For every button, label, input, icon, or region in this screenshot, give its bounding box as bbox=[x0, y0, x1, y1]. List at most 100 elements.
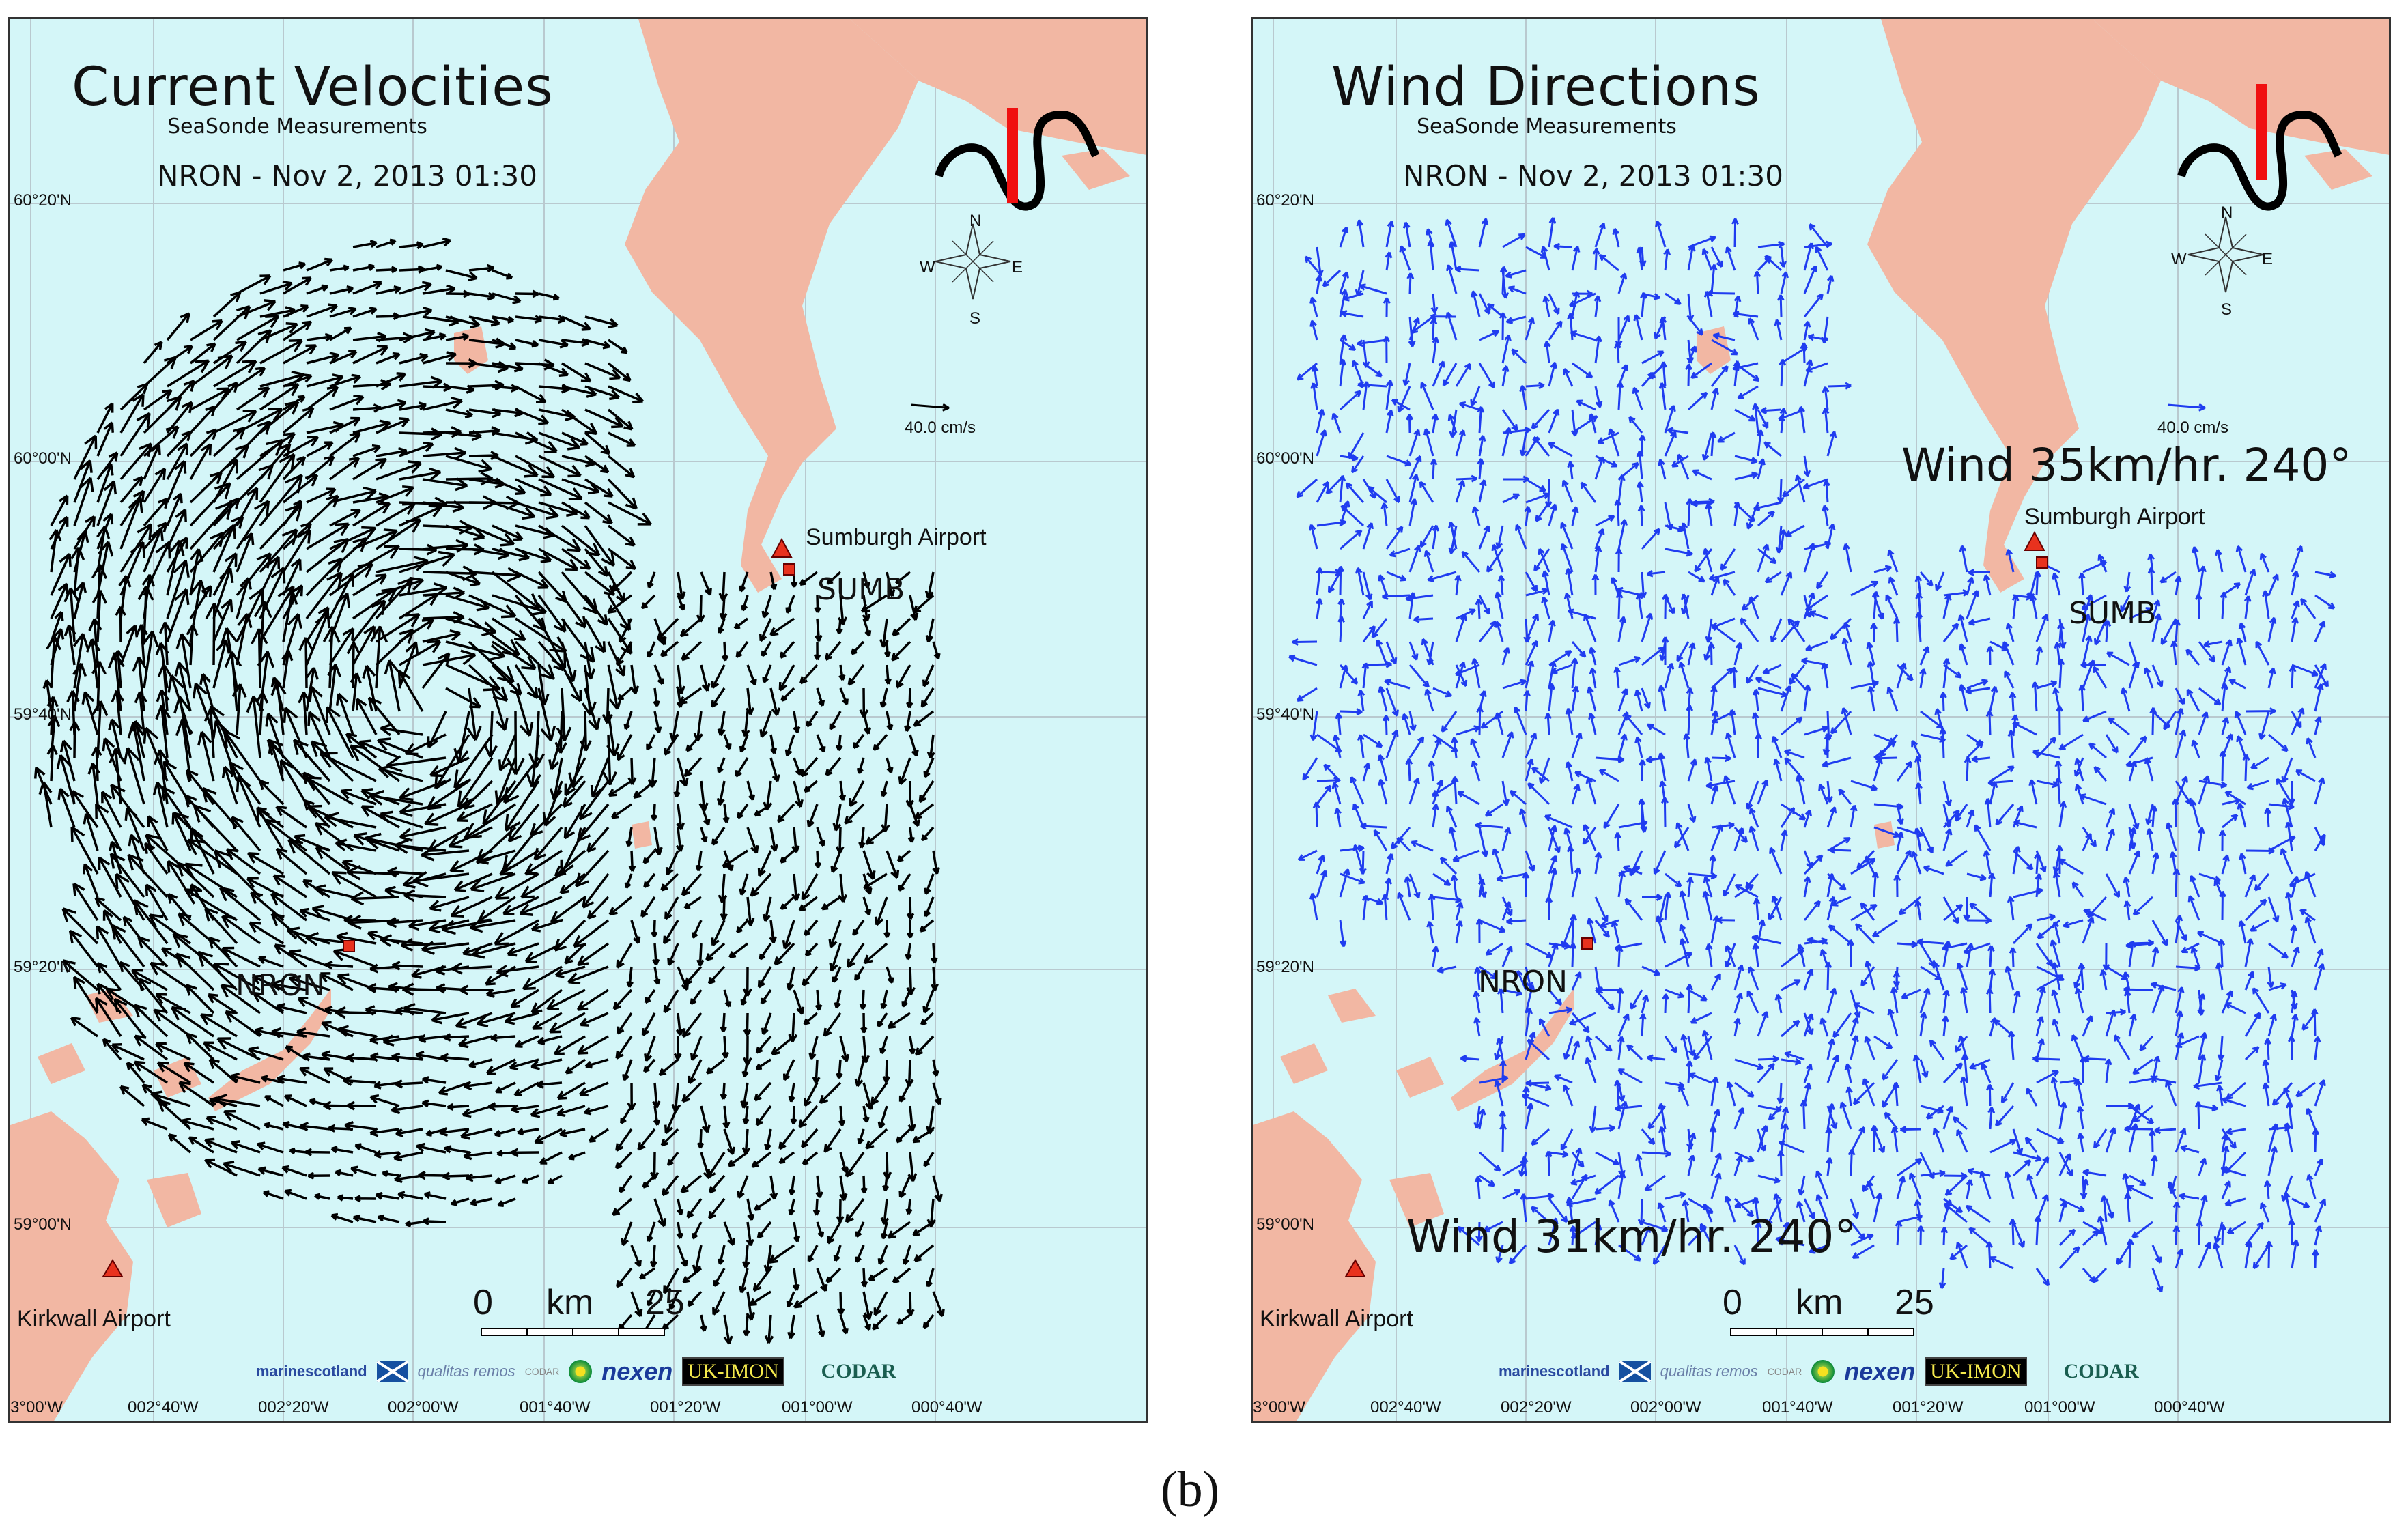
vector-arrow bbox=[705, 1058, 726, 1075]
vector-arrow bbox=[2236, 637, 2247, 666]
vector-arrow bbox=[259, 383, 300, 411]
vector-arrow bbox=[1733, 827, 1744, 851]
land-area bbox=[1874, 821, 1895, 849]
vector-arrow bbox=[1803, 900, 1821, 921]
vector-arrow bbox=[1822, 756, 1852, 768]
vector-arrow bbox=[681, 872, 703, 896]
vector-arrow bbox=[1803, 543, 1815, 573]
vector-arrow bbox=[584, 315, 619, 329]
vector-arrow bbox=[1471, 506, 1481, 526]
vector-arrow bbox=[1325, 478, 1342, 495]
vector-arrow bbox=[1594, 896, 1609, 923]
vector-arrow bbox=[1711, 339, 1738, 356]
vector-arrow bbox=[1826, 987, 1837, 1014]
vector-arrow bbox=[1339, 358, 1347, 387]
vector-arrow bbox=[1455, 479, 1466, 503]
vector-arrow bbox=[1717, 431, 1736, 443]
vector-arrow bbox=[879, 618, 889, 648]
vector-arrow bbox=[1966, 943, 1974, 967]
vector-arrow bbox=[324, 960, 354, 970]
vector-arrow bbox=[344, 1121, 377, 1131]
vector-arrow bbox=[1995, 804, 2015, 826]
vector-arrow bbox=[1853, 1002, 1875, 1014]
vector-arrow bbox=[61, 959, 99, 991]
vector-arrow bbox=[510, 989, 539, 1008]
vector-arrow bbox=[1571, 971, 1582, 991]
vector-arrow bbox=[1932, 1127, 1945, 1153]
vector-arrow bbox=[926, 734, 935, 759]
vector-arrow bbox=[469, 919, 516, 933]
vector-arrow bbox=[166, 442, 188, 480]
vector-arrow bbox=[786, 1291, 795, 1308]
vector-arrow bbox=[1687, 758, 1697, 782]
vector-arrow bbox=[1477, 879, 1486, 898]
vector-arrow bbox=[1406, 272, 1415, 294]
vector-arrow bbox=[378, 765, 423, 782]
vector-arrow bbox=[559, 872, 586, 894]
vector-arrow bbox=[96, 451, 119, 481]
vector-arrow bbox=[380, 723, 423, 737]
vector-arrow bbox=[1478, 218, 1489, 248]
vector-arrow bbox=[901, 989, 911, 1008]
vector-arrow bbox=[2235, 545, 2247, 573]
vector-arrow bbox=[161, 786, 192, 828]
vector-arrow bbox=[1665, 872, 1682, 887]
vector-arrow bbox=[1639, 759, 1647, 782]
vector-arrow bbox=[1339, 390, 1362, 411]
vector-arrow bbox=[167, 1133, 192, 1154]
vector-arrow bbox=[792, 1268, 800, 1291]
vector-arrow bbox=[2185, 649, 2200, 666]
vector-arrow bbox=[490, 1034, 516, 1042]
vector-arrow bbox=[1351, 455, 1365, 474]
vector-arrow bbox=[2172, 868, 2181, 898]
vector-arrow bbox=[1844, 1063, 1852, 1083]
vector-arrow bbox=[1339, 334, 1348, 364]
vector-arrow bbox=[1723, 873, 1736, 897]
vector-arrow bbox=[1752, 688, 1760, 712]
vector-arrow bbox=[1665, 1191, 1686, 1200]
vector-arrow bbox=[577, 942, 610, 967]
vector-arrow bbox=[2146, 828, 2154, 851]
vector-arrow bbox=[1617, 272, 1628, 294]
vector-arrow bbox=[46, 745, 58, 782]
vector-arrow bbox=[2312, 1249, 2319, 1269]
vector-arrow bbox=[63, 624, 76, 666]
vector-arrow bbox=[886, 711, 894, 731]
vector-arrow bbox=[1757, 1124, 1769, 1153]
vector-arrow bbox=[1617, 1100, 1628, 1130]
vector-arrow bbox=[854, 1059, 865, 1088]
vector-arrow bbox=[616, 641, 633, 666]
vector-arrow bbox=[839, 1175, 848, 1202]
vector-arrow bbox=[1296, 687, 1318, 702]
vector-arrow bbox=[2031, 681, 2039, 712]
vector-arrow bbox=[376, 285, 401, 295]
vector-arrow bbox=[253, 991, 284, 1014]
vector-arrow bbox=[1867, 685, 1875, 712]
vector-arrow bbox=[1942, 780, 1953, 807]
vector-arrow bbox=[403, 1002, 447, 1016]
vector-arrow bbox=[880, 1198, 890, 1225]
vector-arrow bbox=[1297, 849, 1318, 861]
vector-arrow bbox=[1989, 685, 1998, 712]
vector-arrow bbox=[1304, 255, 1318, 271]
vector-arrow bbox=[1925, 1105, 1944, 1120]
vector-arrow bbox=[91, 589, 108, 642]
vector-arrow bbox=[2221, 1180, 2231, 1199]
vector-arrow bbox=[1495, 1245, 1504, 1264]
vector-arrow bbox=[460, 1128, 493, 1140]
vector-arrow bbox=[1822, 479, 1830, 503]
vector-arrow bbox=[1740, 617, 1759, 642]
vector-arrow bbox=[96, 402, 114, 434]
vector-arrow bbox=[886, 571, 896, 597]
vector-arrow bbox=[2265, 1240, 2273, 1269]
vector-arrow bbox=[1381, 894, 1389, 921]
vector-arrow bbox=[1873, 1193, 1883, 1223]
map-canvas bbox=[1253, 19, 2389, 1421]
vector-arrow bbox=[1565, 707, 1574, 735]
vector-arrow bbox=[218, 886, 261, 922]
vector-arrow bbox=[677, 1245, 688, 1268]
vector-arrow bbox=[1511, 348, 1527, 365]
vector-arrow bbox=[2263, 1180, 2271, 1199]
vector-arrow bbox=[816, 1221, 825, 1238]
vector-arrow bbox=[91, 746, 102, 782]
